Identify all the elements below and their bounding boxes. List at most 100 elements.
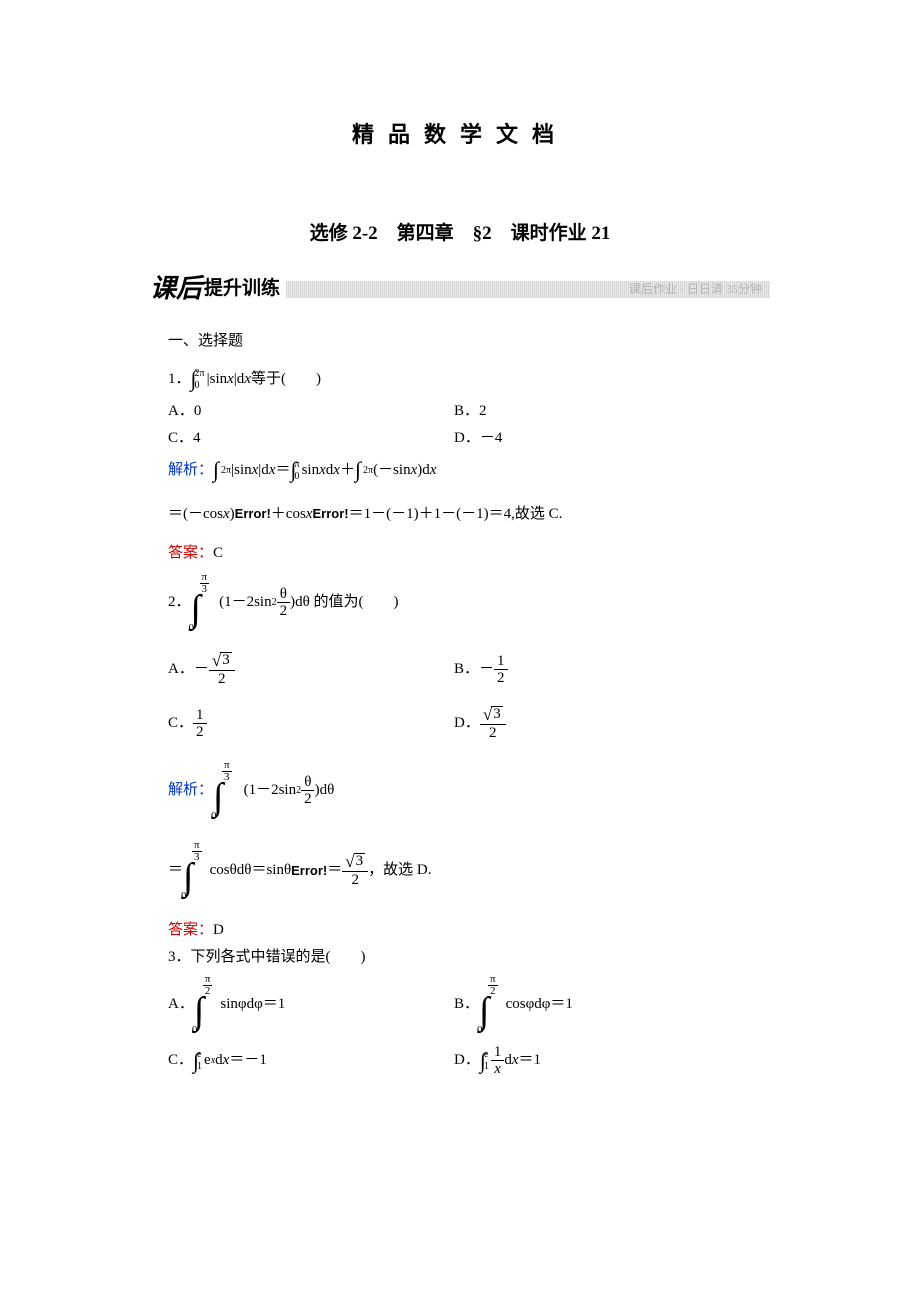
text: ＝ [275, 460, 290, 481]
frac: √3 2 [209, 652, 235, 688]
one-over-x: 1x [491, 1044, 505, 1078]
q3-num: 3． [168, 947, 191, 968]
q1-num: 1． [168, 369, 191, 390]
error-text: Error! [312, 505, 348, 523]
big-integral: π2 ∫ 0 [479, 974, 498, 1036]
den: 2 [193, 724, 207, 741]
int-limits: π 0 [295, 460, 300, 482]
opt-d: D． √3 2 [454, 706, 506, 742]
lower-limit: 0 [295, 472, 300, 482]
lower-limit: 0 [189, 623, 195, 634]
opt-c-pre: C． [168, 1050, 193, 1071]
text: sinφdφ＝1 [220, 994, 285, 1015]
sqrt-body: 3 [354, 853, 366, 869]
text: sin [302, 460, 320, 481]
banner: 课后 提升训练 课后作业 · 日日清 35分钟 [150, 275, 770, 303]
opt-b: B．2 [454, 401, 487, 422]
text: ＝(－cos [168, 504, 223, 525]
upper-limit: 2π [221, 464, 231, 478]
integral-icon: ∫ [213, 783, 223, 811]
text: |d [258, 460, 269, 481]
opt-d-pre: D． [454, 1050, 480, 1071]
u-den: 2 [203, 986, 213, 997]
text: ＝1 [519, 1050, 542, 1071]
sqrt-body: 3 [220, 652, 232, 668]
q3-options-1: A． π2 ∫ 0 sinφdφ＝1 B． π2 ∫ 0 cosφd [168, 974, 770, 1036]
text: |d [234, 369, 245, 390]
den: 2 [301, 791, 315, 808]
answer-label: 答案： [168, 543, 213, 564]
den: 2 [277, 603, 291, 620]
q1-solution-line1: 解析： ∫ 2π |sinx |dx ＝ ∫ π 0 sinx dx ＋ ∫ 2… [168, 455, 770, 486]
q3-stem: 3． 下列各式中错误的是( ) [168, 947, 770, 968]
integral-icon: ∫ [479, 997, 489, 1025]
lower-limit: 1 [484, 1062, 489, 1072]
frac: √3 2 [480, 706, 506, 742]
integral-icon: ∫ [183, 863, 193, 891]
var-x: x [223, 1050, 230, 1071]
num: θ [301, 774, 314, 792]
solution-label: 解析： [168, 780, 213, 801]
text: cosθdθ＝sinθ [210, 860, 292, 881]
q2-stem: 2． π3 ∫ 0 (1－2sin2 θ2 )dθ 的值为( ) [168, 572, 770, 634]
answer-value: C [213, 543, 223, 564]
answer-label: 答案： [168, 920, 213, 941]
theta-over-2: θ2 [301, 774, 315, 808]
var-x: x [430, 460, 437, 481]
q2-solution-line1: 解析： π3 ∫ 0 (1－2sin2 θ2 )dθ [168, 760, 770, 822]
text: )dθ 的值为( ) [290, 592, 398, 613]
upper-limit: e [197, 1050, 202, 1060]
big-integral: π3 ∫ 0 [213, 760, 232, 822]
var-x: x [252, 460, 259, 481]
opt-a-pre: A．－ [168, 659, 209, 680]
text: )dθ [315, 780, 335, 801]
upper-limit: e [484, 1050, 489, 1060]
den: 2 [348, 872, 362, 889]
opt-a: A． π2 ∫ 0 sinφdφ＝1 [168, 974, 454, 1036]
sqrt-body: 3 [491, 706, 503, 722]
text: 下列各式中错误的是( ) [191, 947, 366, 968]
opt-b-pre: B． [454, 994, 479, 1015]
upper-limit: 2π [363, 464, 373, 478]
section-heading: 一、选择题 [168, 331, 770, 352]
text: (－sin [373, 460, 411, 481]
banner-logo: 课后 [150, 271, 202, 307]
u-den: 2 [488, 986, 498, 997]
int-limits: 2π 0 [195, 369, 205, 391]
text: ＋ [340, 460, 355, 481]
lower-limit: 0 [192, 1025, 198, 1036]
integral-icon: ∫ [191, 595, 201, 623]
opt-d: D． ∫ e 1 1x dx ＝1 [454, 1044, 541, 1078]
text: (1－2sin [219, 592, 272, 613]
frac: 12 [494, 653, 508, 687]
lower-limit: 1 [197, 1062, 202, 1072]
opt-c-pre: C． [168, 713, 193, 734]
integral-icon: ∫ [194, 997, 204, 1025]
q2-options-2: C． 12 D． √3 2 [168, 706, 770, 742]
error-text: Error! [291, 862, 327, 880]
text: |sin [231, 460, 252, 481]
opt-b-pre: B．－ [454, 659, 494, 680]
q1-stem: 1． ∫ 2π 0 |sinx |dx 等于( ) [168, 364, 770, 395]
big-integral: π3 ∫ 0 [191, 572, 210, 634]
opt-c: C． 12 [168, 706, 454, 742]
text: e [204, 1050, 211, 1071]
var-x: x [244, 369, 251, 390]
text: ＝－1 [229, 1050, 267, 1071]
frac: √3 2 [342, 853, 368, 889]
var-x: x [223, 504, 230, 525]
opt-b: B． π2 ∫ 0 cosφdφ＝1 [454, 974, 573, 1036]
text: 等于( ) [251, 369, 321, 390]
frac: 12 [193, 707, 207, 741]
banner-text: 提升训练 [204, 276, 280, 303]
opt-d: D．－4 [454, 428, 502, 449]
den: 2 [494, 670, 508, 687]
error-text: Error! [235, 505, 271, 523]
q1-answer: 答案： C [168, 543, 770, 564]
text: ＝1－(－1)＋1－(－1)＝4,故选 C. [349, 504, 563, 525]
q2-num: 2． [168, 592, 191, 613]
num: 1 [491, 1044, 505, 1062]
text: |sin [207, 369, 228, 390]
num: 1 [494, 653, 508, 671]
opt-d-pre: D． [454, 713, 480, 734]
